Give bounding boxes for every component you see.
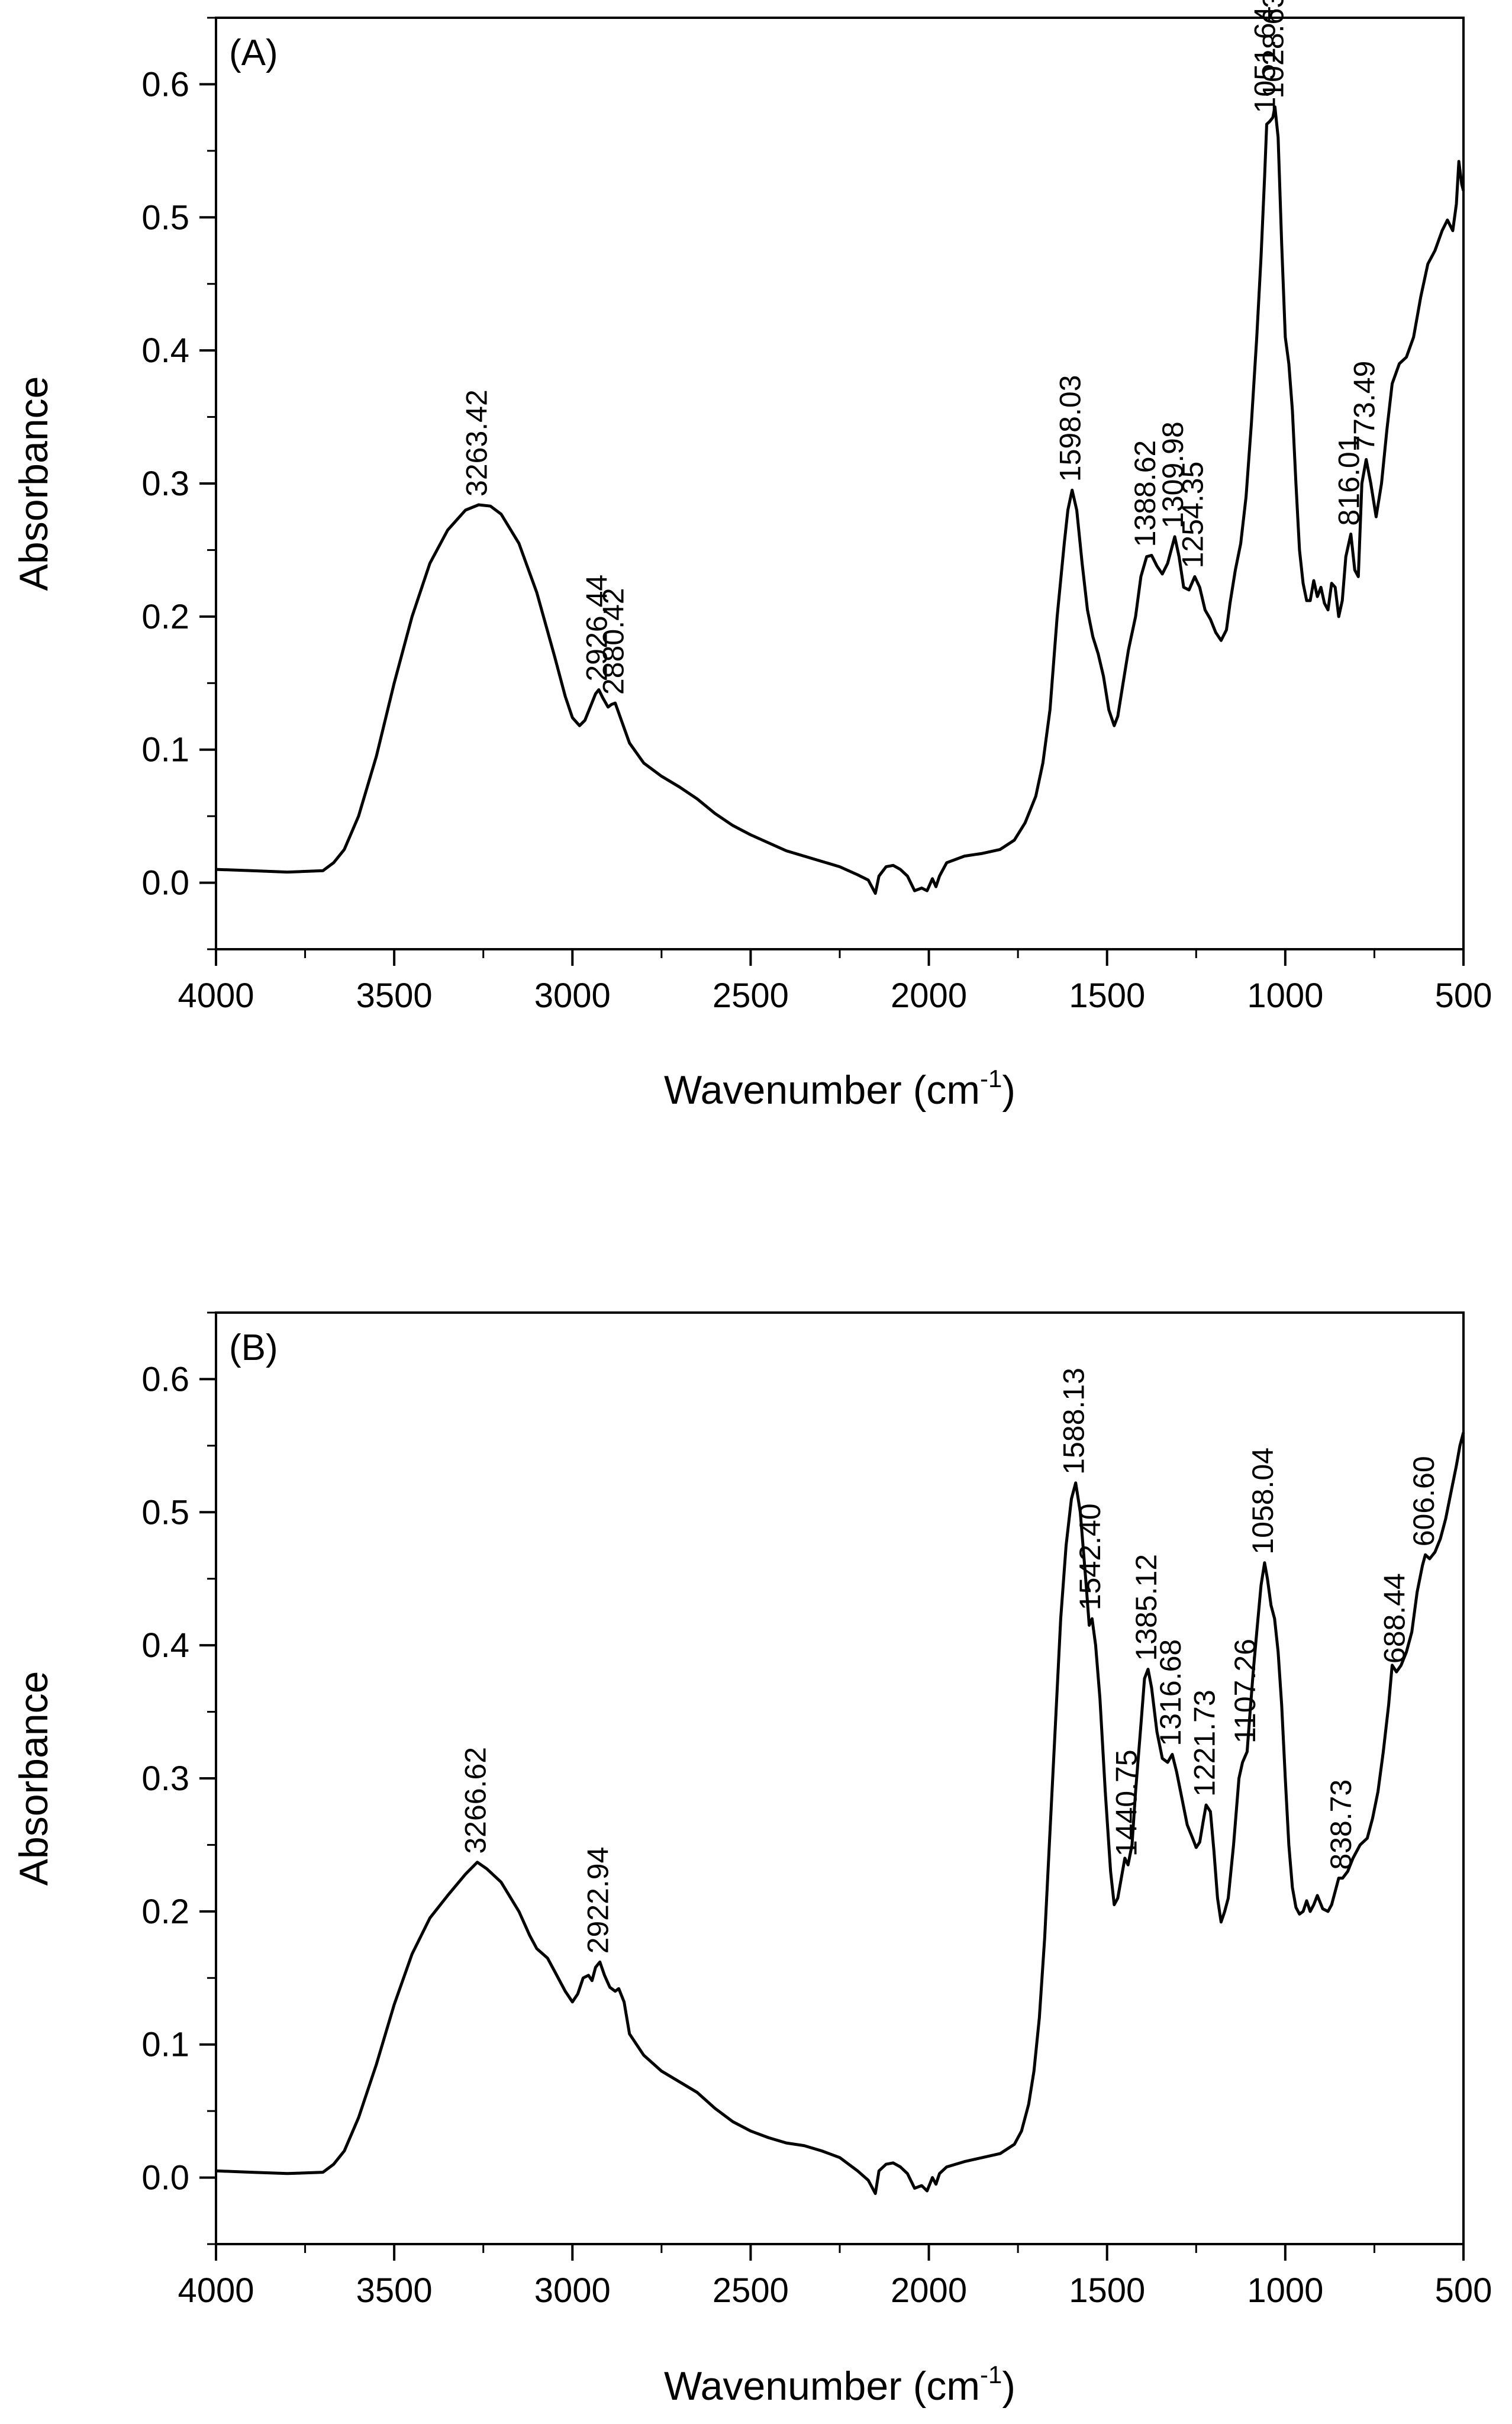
x-axis-label: Wavenumber (cm-1) xyxy=(664,1065,1015,1113)
peak-label: 1254.35 xyxy=(1176,462,1210,569)
x-tick-label: 4000 xyxy=(178,976,254,1015)
y-tick-label: 0.2 xyxy=(141,1893,189,1931)
x-tick-label: 3000 xyxy=(534,976,611,1015)
peak-label: 1598.03 xyxy=(1054,375,1087,482)
x-axis-label-superscript: -1 xyxy=(980,1065,1002,1092)
y-tick-label: 0.0 xyxy=(141,864,189,902)
peak-label: 816.01 xyxy=(1333,436,1366,526)
y-axis-label: Absorbance xyxy=(11,376,56,591)
x-axis-label-close: ) xyxy=(1002,2364,1015,2409)
y-tick-label: 0.2 xyxy=(141,598,189,636)
x-tick-label: 3500 xyxy=(356,2271,433,2310)
spectrum-line xyxy=(215,1432,1465,2196)
panel-b: 4000 3500 3000 2500 2000 1500 1000 500 0.0 0.1 0.2… xyxy=(11,1311,1492,2409)
panel-label: (A) xyxy=(229,33,278,73)
x-axis-label-text: Wavenumber (cm xyxy=(664,1068,980,1113)
peak-label: 1107.26 xyxy=(1229,1639,1262,1743)
peak-label: 1028.63 xyxy=(1257,0,1290,99)
x-tick-label: 500 xyxy=(1435,2271,1492,2310)
y-axis-label: Absorbance xyxy=(11,1671,56,1886)
y-tick-label: 0.4 xyxy=(141,1626,189,1665)
y-tick-label: 0.1 xyxy=(141,731,189,769)
peak-label: 606.60 xyxy=(1407,1456,1440,1546)
x-tick-label: 1000 xyxy=(1247,976,1323,1015)
x-axis-label: Wavenumber (cm-1) xyxy=(664,2361,1015,2409)
x-tick-label: 2000 xyxy=(891,2271,967,2310)
x-tick-label: 1500 xyxy=(1069,976,1145,1015)
x-tick-label: 2500 xyxy=(713,976,789,1015)
x-tick-label: 4000 xyxy=(178,2271,254,2310)
peak-label: 688.44 xyxy=(1378,1573,1411,1664)
peak-label: 3266.62 xyxy=(459,1747,492,1854)
y-tick-label: 0.3 xyxy=(141,465,189,503)
peak-label: 2926.44 xyxy=(581,575,614,682)
peak-label: 2922.94 xyxy=(582,1847,615,1954)
y-tick-label: 0.5 xyxy=(141,198,189,237)
panel-a: 4000 3500 3000 2500 2000 1500 1000 500 0.0 0.1 0.2… xyxy=(11,0,1492,1113)
peak-label: 3263.42 xyxy=(460,389,494,497)
peak-label: 1221.73 xyxy=(1188,1690,1221,1797)
x-tick-label: 500 xyxy=(1435,976,1492,1015)
panel-label: (B) xyxy=(229,1327,278,1368)
peak-label: 1051.64 xyxy=(1249,7,1282,114)
y-tick-label: 0.4 xyxy=(141,331,189,370)
y-tick-label: 0.3 xyxy=(141,1759,189,1798)
x-tick-label: 1000 xyxy=(1247,2271,1323,2310)
y-tick-label: 0.6 xyxy=(141,1360,189,1398)
spectrum-line xyxy=(215,105,1465,895)
x-tick-label: 2500 xyxy=(713,2271,789,2310)
x-axis-label-close: ) xyxy=(1002,1068,1015,1113)
peak-label: 1309.98 xyxy=(1156,421,1189,528)
peak-label: 1058.04 xyxy=(1246,1448,1279,1555)
x-axis-label-text: Wavenumber (cm xyxy=(664,2364,980,2409)
x-axis-label-superscript: -1 xyxy=(980,2361,1002,2388)
x-tick-label: 2000 xyxy=(891,976,967,1015)
peak-label: 773.49 xyxy=(1347,361,1381,452)
x-tick-label: 3500 xyxy=(356,976,433,1015)
peak-label: 1542.40 xyxy=(1073,1503,1107,1610)
peak-label: 1385.12 xyxy=(1130,1554,1163,1661)
peak-label: 1316.68 xyxy=(1154,1639,1187,1746)
peak-label: 838.73 xyxy=(1324,1780,1358,1870)
peak-label: 2880.42 xyxy=(597,588,630,695)
y-tick-label: 0.0 xyxy=(141,2159,189,2197)
x-tick-label: 1500 xyxy=(1069,2271,1145,2310)
x-tick-label: 3000 xyxy=(534,2271,611,2310)
y-tick-label: 0.1 xyxy=(141,2026,189,2064)
peak-label: 1588.13 xyxy=(1058,1368,1091,1475)
y-tick-label: 0.6 xyxy=(141,65,189,104)
peak-label: 1440.75 xyxy=(1110,1749,1143,1856)
peak-label: 1388.62 xyxy=(1129,440,1162,547)
y-tick-label: 0.5 xyxy=(141,1493,189,1532)
